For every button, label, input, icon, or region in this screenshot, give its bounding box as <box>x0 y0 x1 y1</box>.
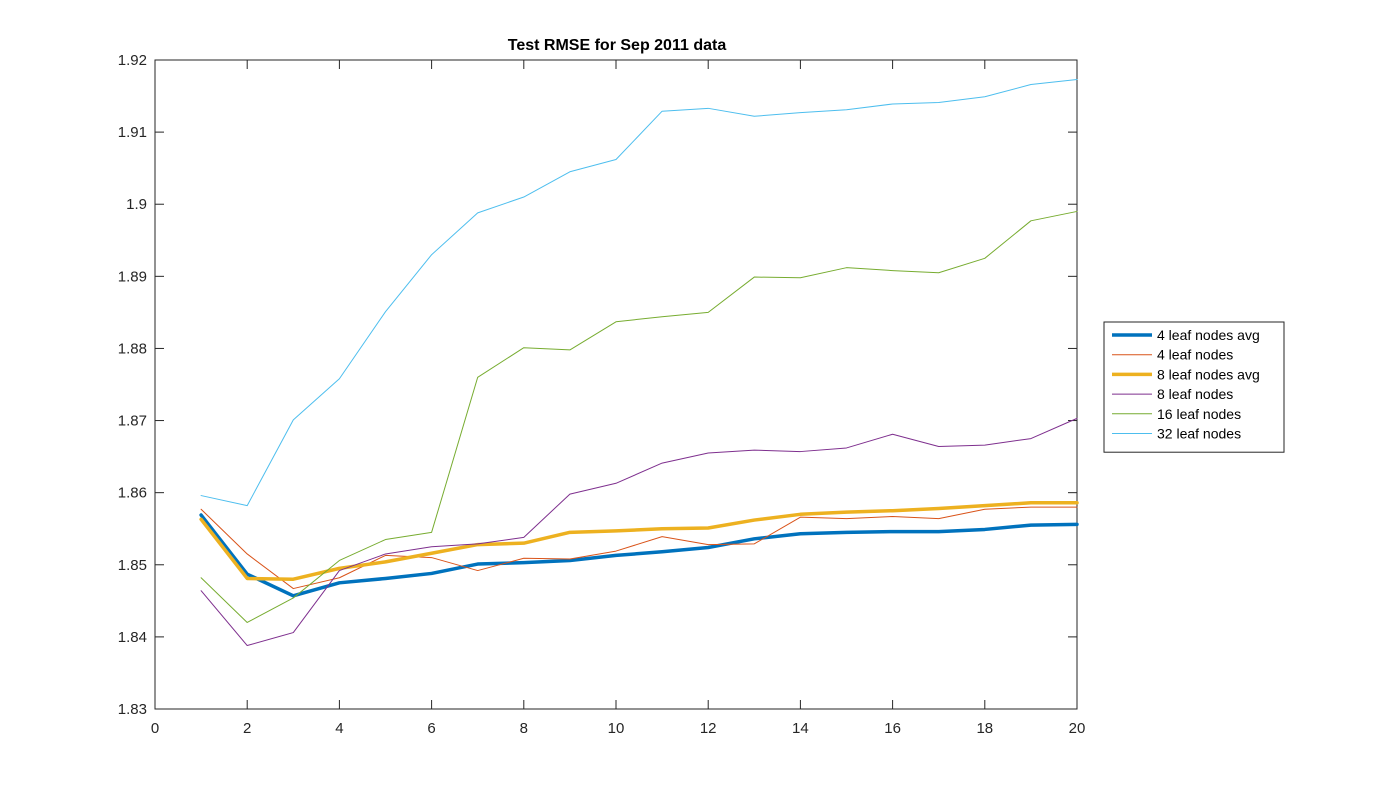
legend-label-0: 4 leaf nodes avg <box>1157 327 1260 343</box>
x-tick-label: 12 <box>700 720 717 737</box>
legend-label-2: 8 leaf nodes avg <box>1157 366 1260 382</box>
plot-lines <box>199 78 1079 647</box>
legend[interactable]: 4 leaf nodes avg 4 leaf nodes 8 leaf nodes… <box>1103 321 1285 453</box>
y-tick-label: 1.88 <box>118 340 147 357</box>
x-tick-label: 16 <box>884 720 901 737</box>
chart-title: Test RMSE for Sep 2011 data <box>508 37 727 54</box>
y-tick-label: 1.84 <box>118 629 147 646</box>
y-tick-label: 1.85 <box>118 557 147 574</box>
y-tick-label: 1.83 <box>118 701 147 718</box>
legend-label-1: 4 leaf nodes <box>1157 347 1233 363</box>
legend-label-4: 16 leaf nodes <box>1157 406 1241 422</box>
legend-label-5: 32 leaf nodes <box>1157 426 1241 442</box>
x-tick-label: 2 <box>243 720 251 737</box>
x-tick-label: 6 <box>427 720 435 737</box>
y-tick-label: 1.86 <box>118 485 147 502</box>
x-tick-label: 10 <box>608 720 625 737</box>
series-line-3 <box>200 417 1078 647</box>
series-line-4 <box>200 210 1078 623</box>
x-tick-label: 20 <box>1069 720 1086 737</box>
y-tick-label: 1.91 <box>118 124 147 141</box>
legend-box <box>1103 321 1285 453</box>
x-tick-label: 18 <box>976 720 993 737</box>
series-line-1 <box>200 506 1078 590</box>
x-tick-label: 14 <box>792 720 809 737</box>
series-line-0 <box>199 513 1079 598</box>
series-line-5 <box>200 78 1078 507</box>
x-tick-label: 8 <box>520 720 528 737</box>
y-tick-label: 1.9 <box>126 196 147 213</box>
x-tick-label: 0 <box>151 720 159 737</box>
y-tick-label: 1.87 <box>118 413 147 430</box>
y-tick-label: 1.89 <box>118 268 147 285</box>
y-tick-label: 1.92 <box>118 52 147 69</box>
legend-label-3: 8 leaf nodes <box>1157 386 1233 402</box>
x-tick-label: 4 <box>335 720 343 737</box>
axes: 0 2 4 6 8 10 12 14 16 18 20 1.83 1.84 1.85 1.86 1.87 1.8… <box>118 52 1086 737</box>
